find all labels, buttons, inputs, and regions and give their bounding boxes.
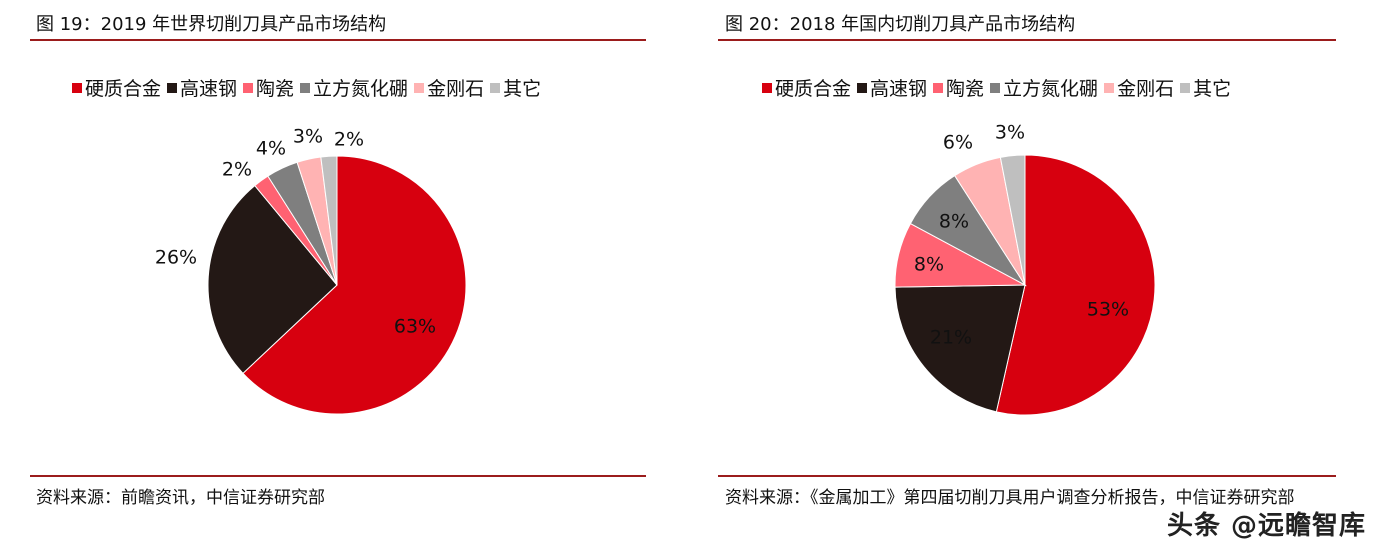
legend-left: 硬质合金 高速钢 陶瓷 立方氮化硼 金刚石 其它 (72, 74, 541, 101)
source-right: 资料来源：《金属加工》第四届切削刀具用户调查分析报告，中信证券研究部 (725, 488, 1295, 508)
data-label: 21% (930, 327, 972, 349)
chart-title-right: 图 20：2018 年国内切削刀具产品市场结构 (725, 14, 1076, 35)
legend-label: 其它 (503, 78, 542, 100)
pie-slice-高速钢 (894, 284, 1026, 413)
legend-item: 其它 (1180, 74, 1231, 101)
legend-label: 陶瓷 (946, 78, 985, 100)
legend-swatch (300, 82, 311, 93)
legend-label: 硬质合金 (775, 78, 852, 100)
data-label: 63% (394, 316, 436, 338)
legend-item: 立方氮化硼 (300, 74, 408, 101)
legend-label: 其它 (1193, 78, 1232, 100)
legend-item: 陶瓷 (933, 74, 984, 101)
legend-right: 硬质合金 高速钢 陶瓷 立方氮化硼 金刚石 其它 (762, 74, 1231, 101)
legend-item: 金刚石 (414, 74, 484, 101)
legend-item: 高速钢 (857, 74, 927, 101)
legend-label: 高速钢 (180, 78, 238, 100)
title-rule-left (30, 39, 646, 41)
data-label: 2% (334, 129, 364, 151)
legend-swatch (167, 82, 178, 93)
legend-item: 硬质合金 (762, 74, 851, 101)
legend-swatch (857, 82, 868, 93)
chart-title-left: 图 19：2019 年世界切削刀具产品市场结构 (36, 14, 387, 35)
legend-label: 金刚石 (427, 78, 485, 100)
data-label: 53% (1087, 299, 1129, 321)
data-label: 8% (939, 211, 969, 233)
pie-slice-其它 (999, 154, 1026, 286)
legend-swatch (762, 82, 772, 93)
legend-label: 陶瓷 (256, 78, 295, 100)
legend-swatch (414, 82, 425, 93)
legend-label: 高速钢 (870, 78, 928, 100)
source-rule-left (30, 475, 646, 477)
data-label: 26% (155, 247, 197, 269)
legend-item: 立方氮化硼 (990, 74, 1098, 101)
watermark: 头条 @远瞻智库 (1166, 511, 1366, 541)
legend-item: 陶瓷 (243, 74, 294, 101)
data-label: 2% (222, 159, 252, 181)
legend-swatch (1180, 82, 1191, 93)
data-label: 8% (914, 254, 944, 276)
pie-slice-其它 (320, 155, 338, 286)
source-left: 资料来源：前瞻资讯，中信证券研究部 (36, 488, 325, 508)
legend-swatch (243, 82, 254, 93)
legend-item: 其它 (490, 74, 541, 101)
legend-label: 立方氮化硼 (313, 78, 409, 100)
legend-label: 硬质合金 (85, 78, 162, 100)
legend-item: 硬质合金 (72, 74, 161, 101)
data-label: 3% (293, 126, 323, 148)
legend-swatch (1104, 82, 1115, 93)
pie-slice-硬质合金 (242, 155, 467, 415)
legend-label: 金刚石 (1117, 78, 1175, 100)
data-label: 4% (256, 138, 286, 160)
title-rule-right (718, 39, 1336, 41)
legend-swatch (933, 82, 944, 93)
pie-slice-高速钢 (207, 184, 338, 375)
pie-slice-硬质合金 (995, 154, 1156, 416)
legend-label: 立方氮化硼 (1003, 78, 1099, 100)
legend-swatch (72, 82, 82, 93)
legend-swatch (490, 82, 501, 93)
legend-item: 金刚石 (1104, 74, 1174, 101)
data-label: 3% (995, 122, 1025, 144)
source-rule-right (718, 475, 1336, 477)
legend-swatch (990, 82, 1001, 93)
legend-item: 高速钢 (167, 74, 237, 101)
data-label: 6% (943, 132, 973, 154)
